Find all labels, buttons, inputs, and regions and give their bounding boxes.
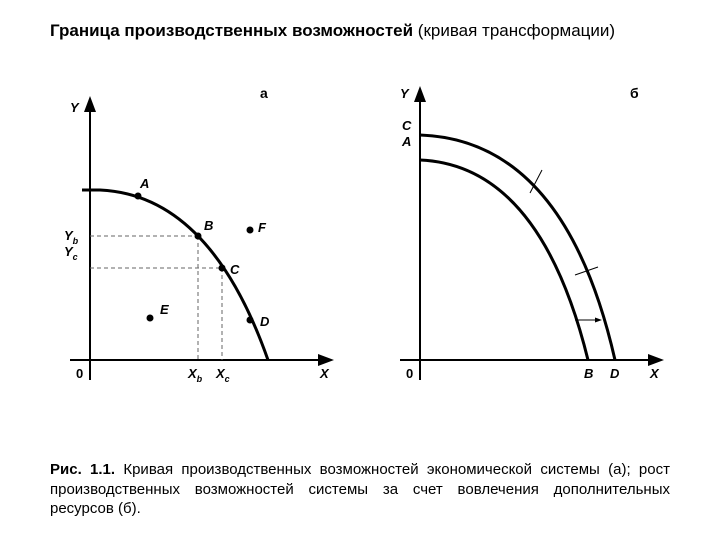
- dash-c: [90, 268, 222, 360]
- point-d-label: D: [260, 314, 270, 329]
- point-c: [219, 265, 226, 272]
- label-a-y: A: [401, 134, 411, 149]
- origin-label-a: 0: [76, 366, 83, 381]
- point-e-label: E: [160, 302, 169, 317]
- ppf-outer: [420, 135, 615, 360]
- svg-text:Yc: Yc: [64, 244, 78, 262]
- label-b-x: B: [584, 366, 593, 381]
- axis-y-label-a: Y: [70, 100, 80, 115]
- point-e: [147, 315, 154, 322]
- point-a: [135, 193, 142, 200]
- diagram-panel-b: б Y X 0 C A B D: [370, 80, 690, 420]
- point-b-label: B: [204, 218, 213, 233]
- points-a: A B C D E F: [135, 176, 271, 329]
- caption-rest: Кривая производственных возможностей эко…: [50, 461, 670, 517]
- intercept-labels-b: C A B D: [401, 118, 620, 381]
- caption-bold: Рис. 1.1.: [50, 461, 115, 478]
- axis-x-label-a: X: [319, 366, 330, 381]
- figure-caption: Рис. 1.1. Кривая производственных возмож…: [50, 460, 670, 519]
- title-bold: Граница производственных возможностей: [50, 21, 413, 40]
- axes-b: Y X 0: [400, 86, 660, 381]
- point-f-label: F: [258, 220, 267, 235]
- title-rest: (кривая трансформации): [413, 21, 615, 40]
- panel-a-label: а: [260, 85, 268, 101]
- axis-y-label-b: Y: [400, 86, 410, 101]
- svg-text:Xc: Xc: [215, 366, 230, 384]
- dash-b: [90, 236, 198, 360]
- point-a-label: A: [139, 176, 149, 191]
- origin-label-b: 0: [406, 366, 413, 381]
- point-f: [247, 227, 254, 234]
- point-d: [247, 317, 254, 324]
- panel-b-label: б: [630, 85, 639, 101]
- axes-a: Y X 0: [70, 100, 330, 381]
- diagram-panel-a: а Y X 0 A B C D E F Yb Yc Xb Xc: [40, 80, 360, 420]
- axis-x-label-b: X: [649, 366, 660, 381]
- label-d-x: D: [610, 366, 620, 381]
- point-c-label: C: [230, 262, 240, 277]
- point-b: [195, 233, 202, 240]
- page-title: Граница производственных возможностей (к…: [50, 20, 670, 43]
- ppf-inner: [420, 160, 588, 360]
- label-c-y: C: [402, 118, 412, 133]
- ppf-curve-a: [82, 190, 268, 360]
- svg-text:Xb: Xb: [187, 366, 203, 384]
